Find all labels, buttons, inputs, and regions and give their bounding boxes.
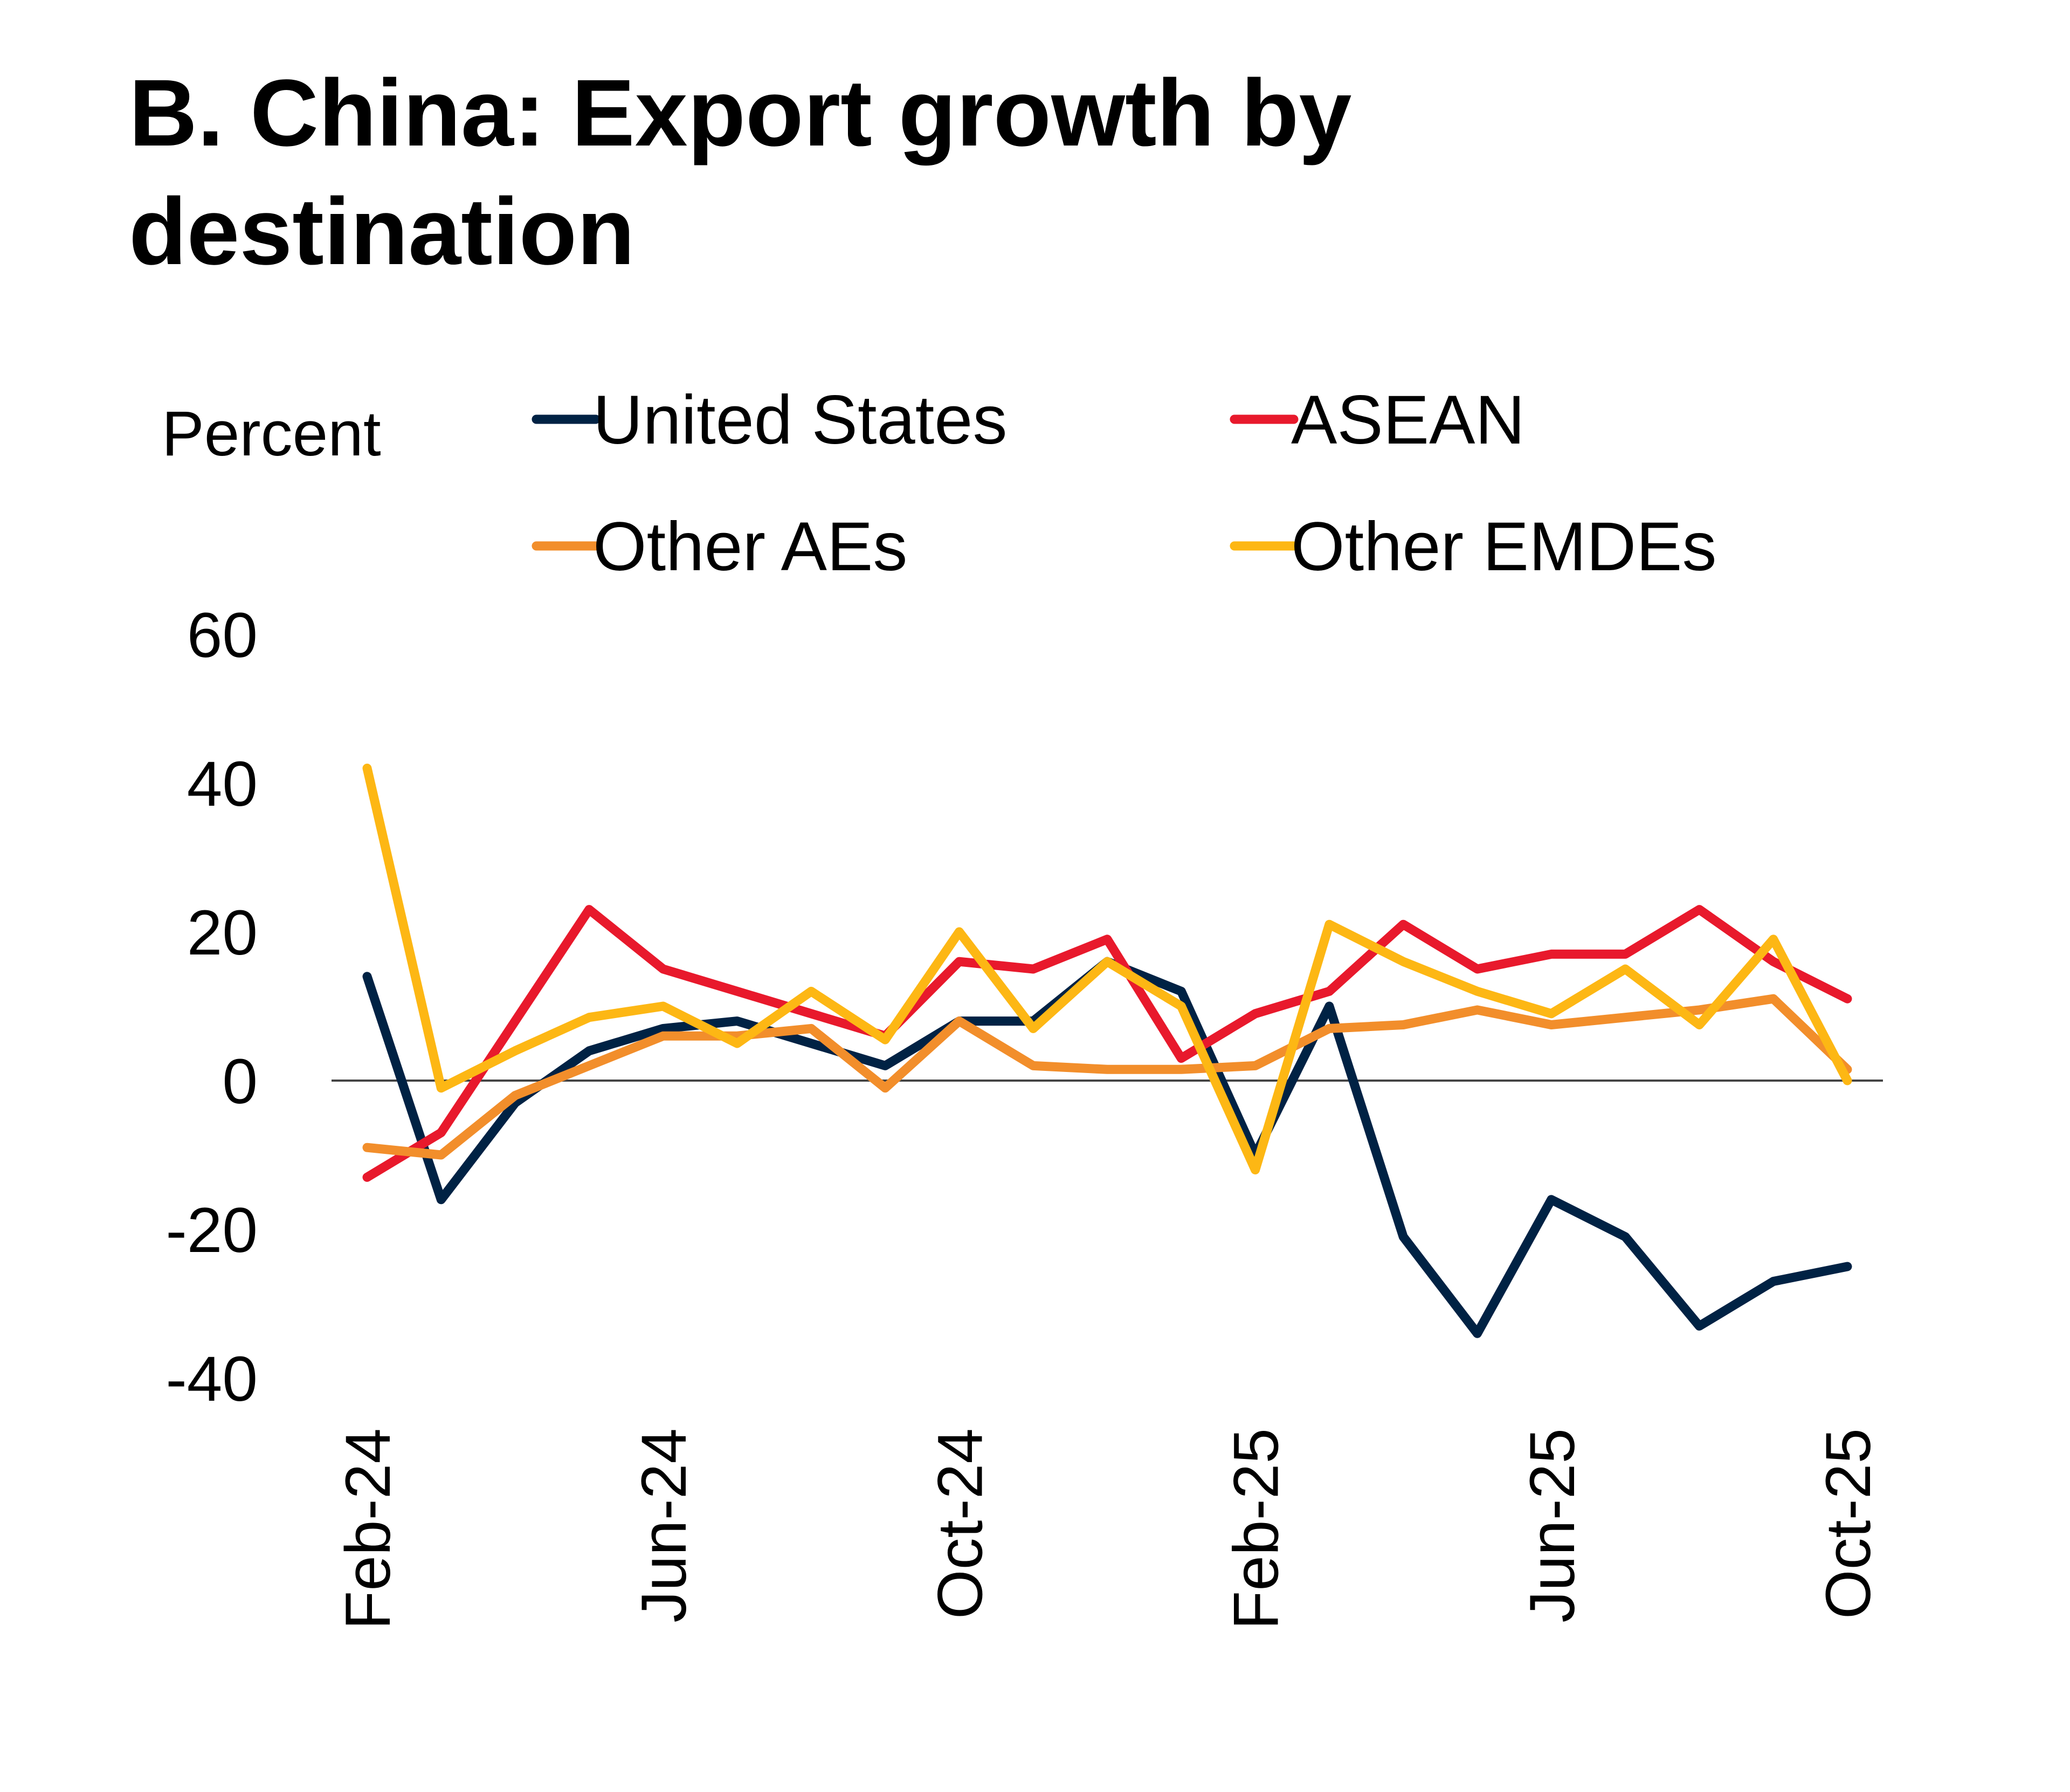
legend: United States ASEAN Other AEs Other EMDEs xyxy=(532,382,1717,585)
series-line-other-emdes xyxy=(362,763,1852,1175)
legend-label: ASEAN xyxy=(1291,382,1525,459)
legend-label: Other AEs xyxy=(593,508,907,585)
y-tick-label: 0 xyxy=(222,1046,258,1117)
x-tick-label: Oct-25 xyxy=(1813,1428,1884,1619)
y-axis: 60 40 20 0 -20 -40 xyxy=(165,600,258,1415)
x-tick-label: Jun-24 xyxy=(629,1428,700,1623)
chart-title-line-2: destination xyxy=(129,179,635,285)
x-tick-label: Feb-25 xyxy=(1221,1428,1292,1630)
y-axis-label: Percent xyxy=(162,398,381,469)
legend-label: United States xyxy=(593,382,1007,459)
series-group xyxy=(362,763,1852,1338)
y-tick-label: -20 xyxy=(165,1195,258,1266)
y-tick-label: 60 xyxy=(187,600,258,671)
series-line-asean xyxy=(362,905,1852,1182)
y-tick-label: 20 xyxy=(187,897,258,968)
x-axis: Feb-24 Jun-24 Oct-24 Feb-25 Jun-25 Oct-25 xyxy=(333,1428,1884,1630)
legend-label: Other EMDEs xyxy=(1291,508,1717,585)
x-tick-label: Oct-24 xyxy=(924,1428,996,1619)
chart-title-line-1: B. China: Export growth by xyxy=(129,60,1351,166)
series-line-other-aes xyxy=(362,994,1852,1160)
x-tick-label: Feb-24 xyxy=(333,1428,404,1630)
x-tick-label: Jun-25 xyxy=(1517,1428,1588,1623)
y-tick-label: -40 xyxy=(165,1344,258,1415)
y-tick-label: 40 xyxy=(187,749,258,820)
